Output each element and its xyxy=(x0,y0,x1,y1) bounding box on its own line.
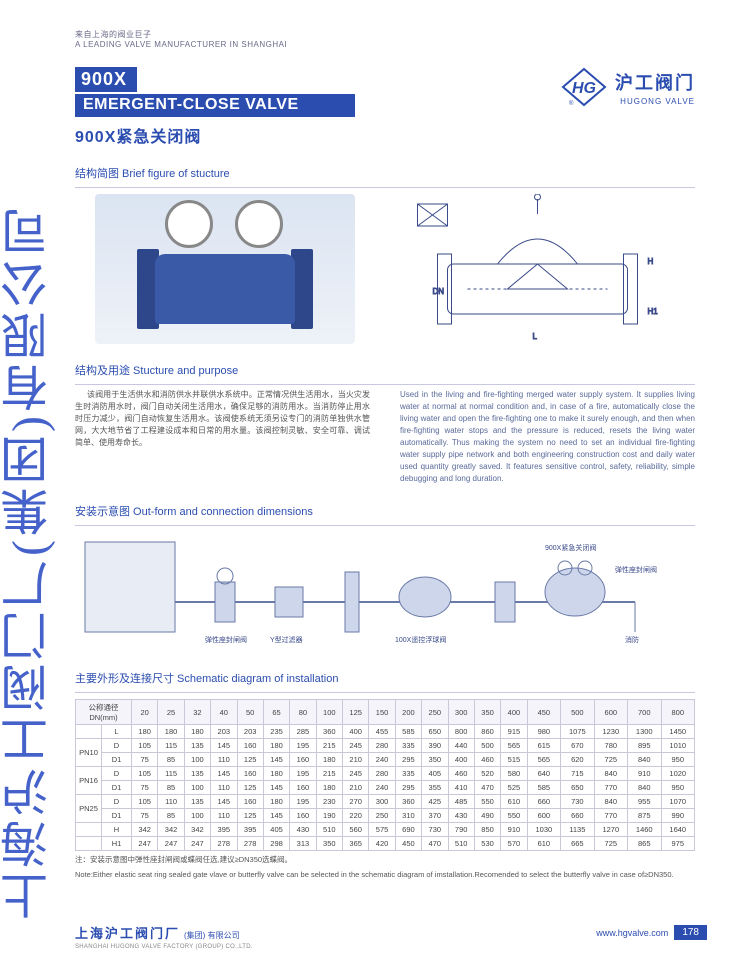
svg-text:弹性座封闸阀: 弹性座封闸阀 xyxy=(615,565,657,574)
figure-row: H H1 DN L xyxy=(75,194,695,344)
page-content: 来自上海的阀业巨子 A LEADING VALVE MANUFACTURER I… xyxy=(75,30,695,880)
title-block: 900X EMERGENT-CLOSE VALVE 900X紧急关闭阀 xyxy=(75,67,355,147)
svg-text:100X遥控浮球阀: 100X遥控浮球阀 xyxy=(395,635,446,644)
section-table-title: 主要外形及连接尺寸 Schematic diagram of installat… xyxy=(75,670,695,686)
divider xyxy=(75,692,695,693)
svg-text:HG: HG xyxy=(572,80,596,97)
brand-name-en: HUGONG VALVE xyxy=(615,97,695,106)
brand-logo-block: HG ® 沪工阀门 HUGONG VALVE xyxy=(561,67,695,107)
installation-diagram: 弹性座封闸阀 Y型过滤器 100X遥控浮球阀 弹性座封闸阀 900X紧急关闭阀 … xyxy=(75,532,695,652)
header-row: 900X EMERGENT-CLOSE VALVE 900X紧急关闭阀 HG ®… xyxy=(75,67,695,147)
product-photo xyxy=(75,194,370,344)
page-footer: 上海沪工阀门厂 (集团) 有限公司 www.hgvalve.com 178 xyxy=(0,923,747,942)
purpose-text-en: Used in the living and fire-fighting mer… xyxy=(400,389,695,485)
tagline-en: A LEADING VALVE MANUFACTURER IN SHANGHAI xyxy=(75,40,695,50)
tagline-cn: 来自上海的阀业巨子 xyxy=(75,30,695,40)
divider xyxy=(75,384,695,385)
table-note-cn: 注：安装示意图中弹性座封闸阀或蝶阀任选,建议≥DN350选蝶阀。 xyxy=(75,855,695,866)
page-number: 178 xyxy=(674,925,707,940)
watermark-text: 上海沪工阀门厂(集团)有限公司 xyxy=(6,40,54,920)
divider xyxy=(75,525,695,526)
brand-name-cn: 沪工阀门 xyxy=(615,69,695,95)
section-purpose-title: 结构及用途 Stucture and purpose xyxy=(75,362,695,378)
svg-text:Y型过滤器: Y型过滤器 xyxy=(270,635,303,644)
svg-text:DN: DN xyxy=(433,287,445,296)
svg-text:®: ® xyxy=(569,100,574,107)
svg-text:弹性座封闸阀: 弹性座封闸阀 xyxy=(205,635,247,644)
divider xyxy=(75,187,695,188)
hg-logo-icon: HG ® xyxy=(561,67,607,107)
footer-company-en: SHANGHAI HUGONG VALVE FACTORY (GROUP) CO… xyxy=(75,944,253,950)
table-note-en: Note:Either elastic seat ring sealed gat… xyxy=(75,870,695,881)
structure-drawing: H H1 DN L xyxy=(400,194,695,344)
dimensions-table: 公称通径 DN(mm)20253240506580100125150200250… xyxy=(75,699,695,851)
svg-text:消防: 消防 xyxy=(625,635,639,644)
footer-company-cn: 上海沪工阀门厂 xyxy=(75,923,180,942)
section-figure-title: 结构简图 Brief figure of stucture xyxy=(75,165,695,181)
svg-text:900X紧急关闭阀: 900X紧急关闭阀 xyxy=(545,543,596,552)
svg-text:L: L xyxy=(533,332,538,341)
purpose-text-cn: 该阀用于生活供水和消防供水并联供水系统中。正常情况供生活用水，当火灾发生时消防用… xyxy=(75,389,370,485)
svg-text:H1: H1 xyxy=(648,307,659,316)
footer-company-sub: (集团) 有限公司 xyxy=(184,930,240,941)
title-name-cn: 900X紧急关闭阀 xyxy=(75,123,355,147)
purpose-row: 该阀用于生活供水和消防供水并联供水系统中。正常情况供生活用水，当火灾发生时消防用… xyxy=(75,389,695,485)
section-install-title: 安装示意图 Out-form and connection dimensions xyxy=(75,503,695,519)
svg-text:H: H xyxy=(648,257,654,266)
title-name-en: EMERGENT-CLOSE VALVE xyxy=(75,94,355,117)
title-code: 900X xyxy=(75,67,137,92)
footer-url: www.hgvalve.com xyxy=(596,928,668,938)
